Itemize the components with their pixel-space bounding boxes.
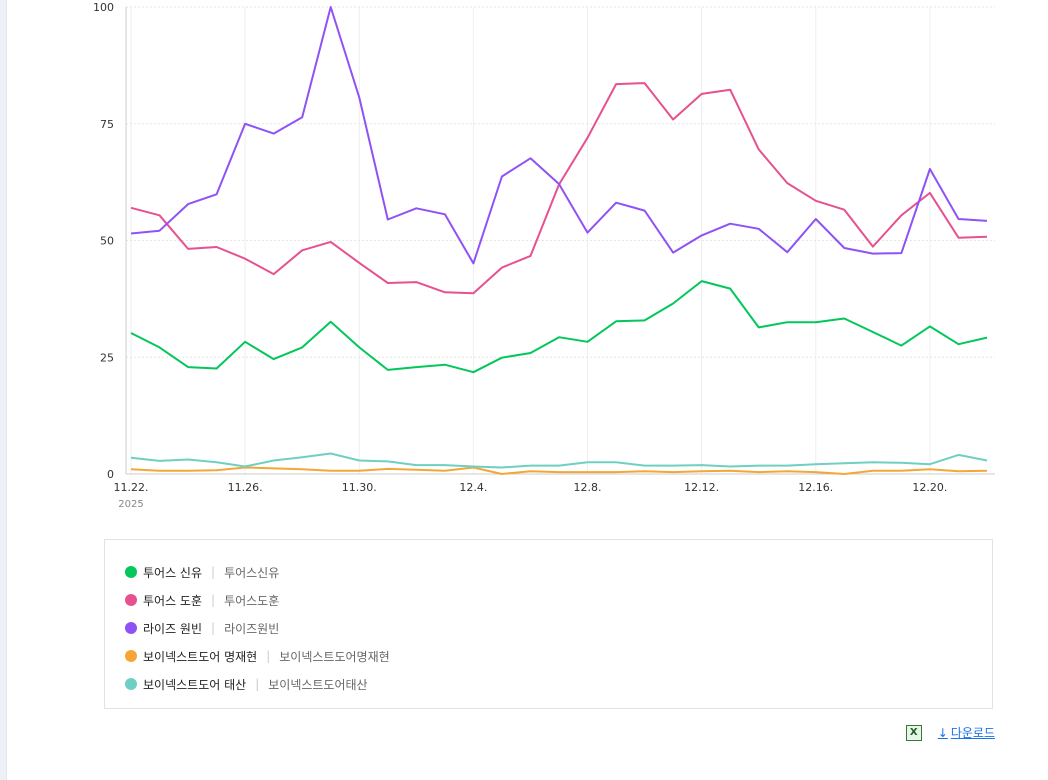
legend-box: 투어스 신유 | 투어스신유 투어스 도훈 | 투어스도훈 라이즈 원빈 | 라…	[104, 539, 993, 709]
x-tick-label: 11.22.	[114, 481, 149, 494]
x-tick-label: 11.30.	[342, 481, 377, 494]
legend-separator: |	[211, 593, 216, 607]
legend-dot-icon	[125, 622, 137, 634]
legend-item[interactable]: 투어스 신유 | 투어스신유	[125, 558, 390, 586]
legend-list: 투어스 신유 | 투어스신유 투어스 도훈 | 투어스도훈 라이즈 원빈 | 라…	[125, 558, 390, 698]
legend-item[interactable]: 보이넥스트도어 명재현 | 보이넥스트도어명재현	[125, 642, 390, 670]
series-line	[130, 6, 988, 265]
y-tick-label: 75	[100, 118, 114, 131]
line-chart: 0 25 50 75 100 11.22. 11.26. 11.30. 12.4. 12.8. 12…	[93, 1, 995, 510]
legend-sub-label: 보이넥스트도어명재현	[279, 649, 390, 664]
download-link[interactable]: ↓ 다운로드	[938, 724, 995, 741]
x-tick-label: 12.4.	[459, 481, 487, 494]
series-line	[130, 280, 988, 374]
download-area: X ↓ 다운로드	[905, 724, 995, 741]
legend-item[interactable]: 라이즈 원빈 | 라이즈원빈	[125, 614, 390, 642]
grid-lines	[126, 6, 995, 474]
series-line	[130, 82, 988, 295]
y-tick-label: 50	[100, 235, 114, 248]
legend-dot-icon	[125, 650, 137, 662]
y-tick-label: 100	[93, 1, 114, 14]
legend-item[interactable]: 투어스 도훈 | 투어스도훈	[125, 586, 390, 614]
legend-separator: |	[211, 621, 216, 635]
legend-label: 보이넥스트도어 명재현	[143, 649, 258, 664]
legend-dot-icon	[125, 566, 137, 578]
series-lines	[130, 6, 988, 475]
legend-label: 투어스 도훈	[143, 593, 203, 608]
legend-separator: |	[266, 649, 271, 663]
legend-sub-label: 보이넥스트도어태산	[268, 677, 368, 692]
excel-icon[interactable]: X	[905, 724, 922, 741]
legend-label: 투어스 신유	[143, 565, 203, 580]
x-tick-label: 11.26.	[228, 481, 263, 494]
legend-sub-label: 투어스도훈	[224, 593, 280, 608]
x-tick-label: 12.12.	[684, 481, 719, 494]
axes: 0 25 50 75 100 11.22. 11.26. 11.30. 12.4. 12.8. 12…	[93, 1, 995, 510]
download-label: 다운로드	[950, 726, 995, 740]
legend-sub-label: 투어스신유	[224, 565, 280, 580]
legend-separator: |	[211, 565, 216, 579]
legend-item[interactable]: 보이넥스트도어 태산 | 보이넥스트도어태산	[125, 670, 390, 698]
x-tick-label: 12.16.	[798, 481, 833, 494]
series-line	[130, 466, 988, 475]
year-label: 2025	[118, 499, 143, 510]
left-rail	[0, 0, 7, 780]
y-tick-label: 0	[107, 468, 114, 481]
legend-label: 라이즈 원빈	[143, 621, 203, 636]
legend-label: 보이넥스트도어 태산	[143, 677, 247, 692]
down-arrow-icon: ↓	[937, 725, 948, 740]
x-tick-label: 12.20.	[912, 481, 947, 494]
legend-sub-label: 라이즈원빈	[224, 621, 280, 636]
x-tick-label: 12.8.	[574, 481, 602, 494]
y-tick-label: 25	[100, 351, 114, 364]
legend-dot-icon	[125, 678, 137, 690]
legend-dot-icon	[125, 594, 137, 606]
legend-separator: |	[255, 677, 260, 691]
series-line	[130, 452, 988, 469]
